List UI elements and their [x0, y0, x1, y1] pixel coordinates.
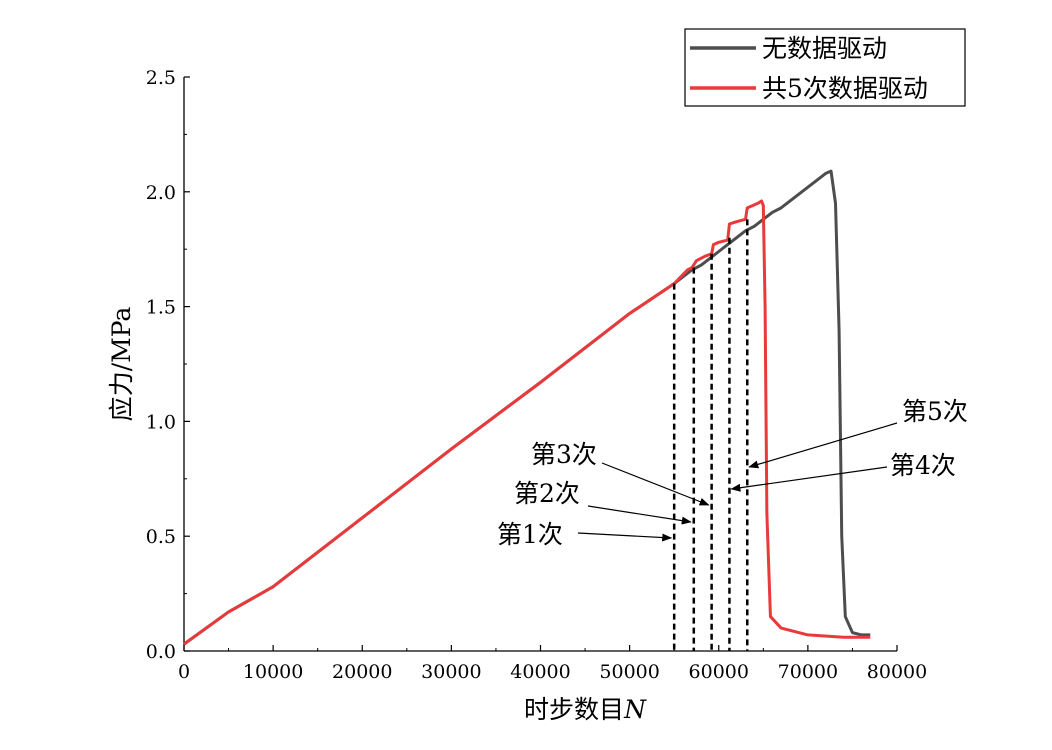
y-tick-label: 2.5 — [146, 67, 176, 89]
x-tick-label: 80000 — [867, 661, 927, 683]
marker-arrow-2 — [587, 505, 692, 525]
x-tick-label: 40000 — [510, 661, 570, 683]
x-axis-label-main: 时步数目 — [524, 695, 624, 724]
legend: 无数据驱动 共5次数据驱动 — [684, 28, 966, 107]
iteration-markers — [672, 219, 749, 651]
marker-label-4: 第4次 — [890, 451, 956, 480]
y-axis-label: 应力/MPa — [107, 307, 136, 422]
x-tick-label: 50000 — [599, 661, 659, 683]
annotations: 第1次 第2次 第3次 第4次 第5次 — [497, 397, 968, 549]
y-tick-label: 1.0 — [146, 411, 176, 433]
series-layer — [183, 169, 871, 646]
x-tick-label: 20000 — [332, 661, 392, 683]
marker-label-2: 第2次 — [514, 479, 580, 508]
x-tick-label: 0 — [178, 661, 190, 683]
x-tick-label: 60000 — [689, 661, 749, 683]
marker-arrow-1 — [577, 532, 673, 542]
y-tick-label: 0.5 — [146, 526, 176, 548]
legend-label-series-0: 无数据驱动 — [762, 34, 887, 63]
y-tick-label: 2.0 — [146, 182, 176, 204]
legend-label-series-1: 共5次数据驱动 — [762, 74, 928, 103]
marker-label-5: 第5次 — [902, 397, 968, 426]
marker-arrow-3 — [601, 462, 710, 506]
y-tick-label: 0.0 — [146, 641, 176, 663]
marker-label-3: 第3次 — [531, 440, 597, 469]
y-tick-label: 1.5 — [146, 297, 176, 319]
legend-box — [684, 28, 966, 107]
x-axis-label-var: N — [623, 695, 647, 724]
marker-arrow-5 — [748, 422, 898, 469]
x-tick-label: 10000 — [243, 661, 303, 683]
marker-label-1: 第1次 — [497, 520, 563, 549]
x-axis: 0 10000 20000 30000 40000 50000 60000 70000 8000… — [178, 645, 927, 683]
x-axis-label: 时步数目N — [524, 695, 647, 724]
y-axis: 0.0 0.5 1.0 1.5 2.0 2.5 — [146, 67, 190, 663]
marker-arrow-4 — [730, 466, 888, 492]
series-line-1 — [183, 199, 871, 646]
x-tick-label: 30000 — [421, 661, 481, 683]
plot-area — [183, 77, 897, 652]
x-tick-label: 70000 — [778, 661, 838, 683]
